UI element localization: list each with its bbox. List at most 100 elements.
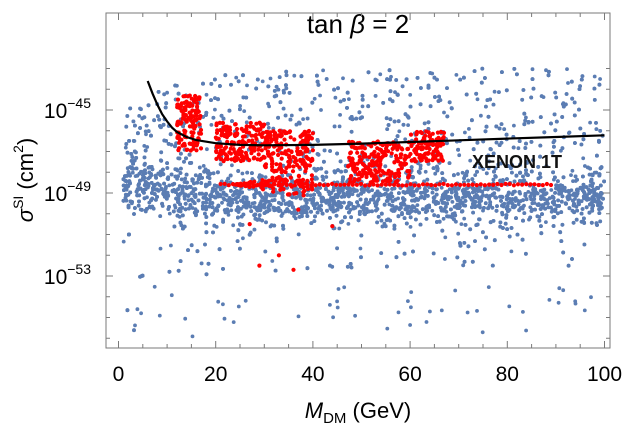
scan-point: [175, 198, 180, 202]
scan-point: [131, 119, 136, 124]
scan-point: [149, 181, 154, 185]
scan-point: [367, 189, 371, 194]
scan-point: [273, 268, 278, 273]
scan-point: [404, 77, 409, 82]
scan-point: [295, 187, 300, 192]
scan-point: [479, 80, 484, 85]
scan-point: [484, 194, 489, 199]
scan-point: [318, 186, 322, 190]
scan-point: [127, 172, 132, 177]
scan-point: [244, 195, 249, 200]
scan-point: [514, 173, 519, 178]
scan-point: [373, 193, 377, 198]
scan-point: [157, 183, 162, 188]
scan-point: [401, 122, 406, 127]
scan-point: [200, 204, 205, 208]
scan-point: [510, 170, 514, 175]
scan-point: [176, 174, 180, 179]
scan-point: [412, 233, 416, 238]
scan-point: [443, 235, 448, 240]
scan-point: [150, 167, 155, 172]
scan-point: [379, 211, 384, 216]
scan-point: [382, 202, 387, 207]
scan-point: [349, 129, 354, 134]
scan-point: [475, 169, 479, 174]
scan-point: [217, 247, 222, 252]
scan-point: [499, 140, 504, 145]
scan-point: [582, 196, 586, 201]
scan-point: [241, 200, 246, 205]
scan-point: [499, 199, 503, 203]
scan-point: [125, 184, 129, 189]
scan-point: [578, 84, 582, 88]
scan-point: [563, 102, 568, 107]
scan-point: [165, 90, 170, 95]
scan-point: [512, 189, 517, 194]
scan-point: [536, 165, 541, 169]
scan-point: [582, 216, 586, 221]
scan-point: [584, 193, 589, 198]
scan-point: [483, 201, 488, 206]
scan-point: [204, 272, 209, 277]
scan-point: [556, 198, 560, 203]
scan-point: [349, 265, 354, 270]
scan-point: [458, 77, 463, 82]
scan-point: [266, 125, 271, 130]
scan-point: [296, 232, 301, 237]
scan-point: [136, 131, 140, 136]
scan-point: [540, 189, 545, 194]
scan-point: [547, 69, 551, 74]
scan-point: [317, 192, 322, 197]
scan-point: [528, 215, 533, 220]
scan-point: [137, 199, 141, 204]
scan-point: [146, 103, 151, 108]
scan-point: [260, 79, 265, 84]
scan-point: [241, 95, 246, 100]
scan-point: [408, 93, 413, 97]
scan-point: [315, 152, 320, 156]
scan-point: [392, 119, 397, 124]
scan-point: [127, 232, 131, 237]
scan-point: [446, 197, 450, 202]
scan-point: [488, 200, 493, 205]
scan-point: [516, 146, 521, 151]
scan-point: [215, 208, 220, 213]
scan-point: [530, 119, 535, 124]
scan-point: [390, 99, 395, 104]
scan-point: [299, 206, 304, 210]
scan-point: [447, 100, 452, 105]
scan-point: [277, 75, 282, 79]
scan-point: [380, 224, 385, 229]
scan-point: [551, 170, 555, 175]
scan-point: [284, 69, 289, 74]
scan-point: [292, 73, 297, 78]
scan-point: [333, 170, 337, 175]
scan-point: [388, 77, 392, 82]
scan-point: [196, 198, 201, 203]
scan-point: [395, 92, 400, 97]
scan-point: [544, 164, 549, 169]
scan-point: [204, 196, 209, 201]
scan-point: [551, 195, 556, 200]
scan-point: [554, 119, 559, 124]
scan-point: [316, 83, 321, 87]
scan-point: [165, 176, 170, 181]
scan-point: [230, 163, 234, 168]
scan-point: [481, 230, 485, 235]
scan-point: [152, 192, 157, 196]
scan-point: [411, 249, 415, 254]
scan-point: [315, 73, 319, 78]
scan-point: [142, 144, 147, 148]
scan-point: [124, 124, 129, 129]
scan-point: [463, 199, 468, 203]
scan-point: [234, 196, 239, 201]
scan-point: [578, 126, 583, 131]
scan-point: [315, 210, 320, 215]
scan-point: [470, 177, 475, 182]
scan-point: [587, 172, 592, 177]
scan-point: [384, 199, 389, 203]
scan-point: [571, 198, 575, 203]
scan-point: [418, 166, 423, 171]
scan-point: [492, 191, 497, 196]
scan-point: [559, 199, 564, 204]
